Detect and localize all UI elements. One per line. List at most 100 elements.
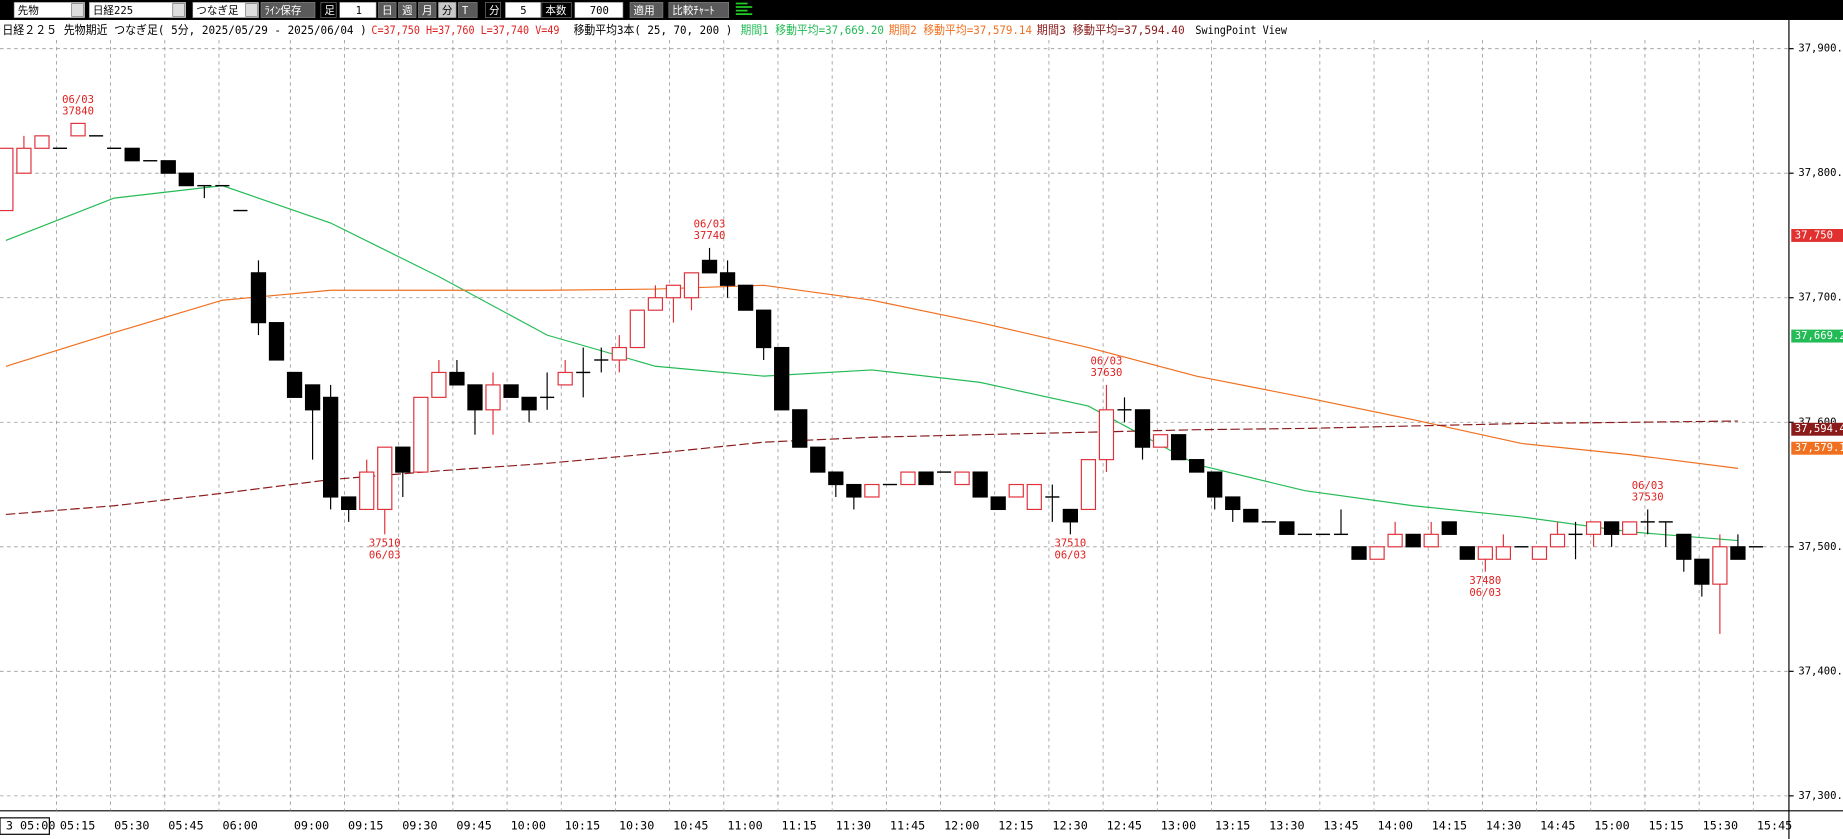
- x-tick-label: 09:45: [456, 819, 491, 833]
- candle-body: [485, 384, 501, 411]
- toolbar-text[interactable]: 日経225: [93, 4, 133, 17]
- x-tick-label: 14:30: [1486, 819, 1521, 833]
- candle-body: [1369, 546, 1385, 560]
- header-text: C=37,750 H=37,760 L=37,740 V=49: [371, 23, 559, 37]
- header-text: 移動平均3本( 25, 70, 200 ): [574, 23, 733, 37]
- x-tick-label: 09:30: [402, 819, 437, 833]
- y-tick-label: 37,500.00: [1798, 541, 1843, 553]
- x-tick-label: 14:00: [1378, 819, 1413, 833]
- dropdown-arrow: [245, 3, 258, 17]
- candle-body: [16, 147, 32, 174]
- dropdown-arrow: [71, 3, 84, 17]
- candle-body: [1243, 508, 1259, 523]
- swing-price: 37530: [1632, 492, 1664, 504]
- swing-date: 06/03: [1091, 355, 1123, 367]
- x-tick-label: 13:15: [1215, 819, 1250, 833]
- y-tick-label: 37,900.00: [1798, 43, 1843, 55]
- toolbar-text[interactable]: T: [462, 5, 469, 17]
- toolbar-text[interactable]: つなぎ足: [196, 4, 239, 17]
- candle-body: [1585, 521, 1602, 535]
- toolbar-btn[interactable]: [418, 2, 437, 18]
- toolbar-text[interactable]: ﾗｲﾝ保存: [264, 4, 301, 17]
- x-tick-label: 10:30: [619, 819, 654, 833]
- candle-body: [1225, 496, 1241, 511]
- candle-body: [828, 471, 844, 486]
- candle-body: [521, 396, 537, 411]
- candle-body: [1279, 521, 1295, 535]
- toolbar-text[interactable]: 先物: [18, 4, 40, 17]
- toolbar-btn[interactable]: [398, 2, 417, 18]
- price-badge: [1791, 422, 1843, 436]
- swing-price: 37510: [1054, 538, 1086, 550]
- candle-body: [1423, 533, 1439, 548]
- x-tick-label: 14:45: [1540, 819, 1575, 833]
- candle-body: [250, 272, 267, 324]
- toolbar-dd[interactable]: [13, 2, 85, 18]
- candle-body: [34, 135, 50, 149]
- toolbar-text: 足: [324, 5, 335, 17]
- toolbar-text[interactable]: 日: [382, 5, 393, 17]
- toolbar-text[interactable]: 週: [402, 5, 413, 17]
- moving-average: [5, 185, 1738, 542]
- toolbar-in[interactable]: [505, 2, 541, 18]
- x-tick-label: 05:15: [60, 819, 95, 833]
- candle-body: [665, 284, 682, 299]
- toolbar-in[interactable]: [339, 2, 377, 18]
- toolbar-btn[interactable]: [378, 2, 397, 18]
- header-text: 期間3 移動平均=37,594.40: [1037, 23, 1185, 37]
- x-tick-label: 12:15: [998, 819, 1033, 833]
- candle-body: [719, 272, 736, 286]
- toolbar-text[interactable]: 700: [590, 5, 609, 17]
- candle-body: [1170, 434, 1187, 461]
- header-text: 日経２２５ 先物期近 つなぎ足( 5分, 2025/05/29 - 2025/0…: [2, 23, 366, 37]
- swing-date: 06/03: [1054, 549, 1086, 561]
- candle-body: [1134, 409, 1151, 448]
- price-badge-label: 37,669.2: [1795, 330, 1843, 342]
- toolbar-btn[interactable]: [668, 2, 730, 18]
- candle-body: [1712, 546, 1728, 585]
- candle-body: [286, 371, 303, 398]
- swing-date: 06/03: [369, 549, 401, 561]
- toolbar-icon: [735, 2, 753, 15]
- toolbar-dd[interactable]: [89, 2, 187, 18]
- toolbar-text[interactable]: 月: [422, 5, 433, 17]
- x-tick-label: 10:15: [565, 819, 600, 833]
- toolbar-sel[interactable]: [438, 2, 457, 18]
- header-text: SwingPoint View: [1195, 23, 1287, 37]
- x-tick-label: 3 05:00: [6, 819, 56, 833]
- candle-body: [1207, 471, 1223, 498]
- x-tick-label: 13:00: [1161, 819, 1196, 833]
- candle-body: [467, 384, 483, 411]
- candle-body: [774, 346, 790, 411]
- candle-body: [1189, 459, 1205, 473]
- candle-body: [1026, 483, 1042, 511]
- toolbar-text[interactable]: 分: [442, 5, 453, 17]
- time-cursor-box: [0, 817, 50, 835]
- candle-body: [756, 309, 772, 349]
- toolbar-dd[interactable]: [192, 2, 259, 18]
- x-tick-label: 10:00: [511, 819, 546, 833]
- toolbar-text[interactable]: 適用: [634, 4, 655, 17]
- x-tick-label: 09:00: [294, 819, 329, 833]
- header-text: 期間2 移動平均=37,579.14: [889, 23, 1032, 37]
- candle-body: [431, 371, 447, 398]
- candle-body: [918, 471, 934, 486]
- candle-body: [449, 371, 465, 386]
- x-tick-label: 11:15: [782, 819, 817, 833]
- toolbar-text[interactable]: 1: [356, 5, 362, 17]
- toolbar-btn[interactable]: [458, 2, 478, 18]
- toolbar-text[interactable]: 比較ﾁｬｰﾄ: [672, 4, 714, 17]
- candle-body: [1694, 558, 1710, 585]
- toolbar-btn[interactable]: [629, 2, 664, 18]
- swing-price: 37840: [62, 106, 94, 118]
- toolbar-lbl: [485, 2, 502, 18]
- candle-body: [647, 297, 664, 311]
- toolbar-in[interactable]: [574, 2, 624, 18]
- candle-body: [395, 446, 411, 473]
- toolbar-text[interactable]: 5: [520, 5, 526, 17]
- toolbar-btn[interactable]: [260, 2, 316, 18]
- x-tick-label: 12:30: [1052, 819, 1087, 833]
- candle-body: [1477, 546, 1493, 560]
- candle-body: [341, 496, 357, 511]
- y-tick-label: 37,400.00: [1798, 665, 1843, 677]
